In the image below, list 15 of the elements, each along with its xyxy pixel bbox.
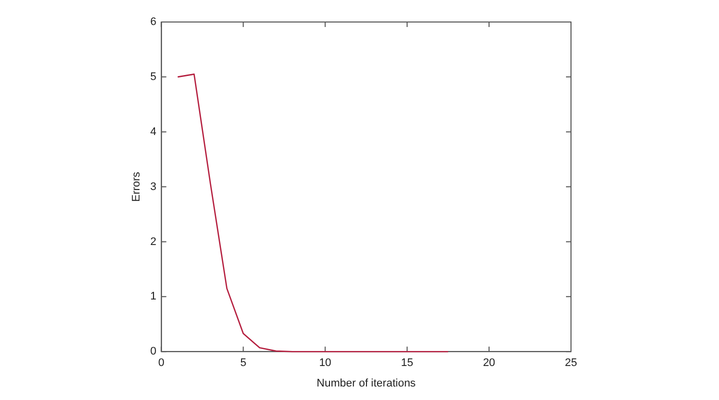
y-axis-title: Errors — [130, 171, 143, 202]
y-tick-label: 5 — [150, 70, 156, 83]
x-axis-title: Number of iterations — [316, 377, 416, 390]
y-tick-label: 2 — [150, 236, 156, 248]
y-tick-label: 3 — [150, 180, 156, 193]
y-tick-label: 4 — [150, 126, 156, 138]
x-tick-label: 20 — [482, 357, 496, 370]
x-tick-label: 10 — [319, 357, 332, 370]
x-tick-label: 0 — [158, 357, 164, 370]
x-tick-label: 15 — [401, 357, 414, 370]
y-tick-label: 6 — [150, 16, 156, 28]
y-tick-label: 0 — [150, 346, 156, 358]
x-tick-label: 25 — [564, 357, 578, 370]
x-tick-label: 5 — [240, 357, 246, 370]
y-tick-label: 1 — [150, 290, 156, 303]
